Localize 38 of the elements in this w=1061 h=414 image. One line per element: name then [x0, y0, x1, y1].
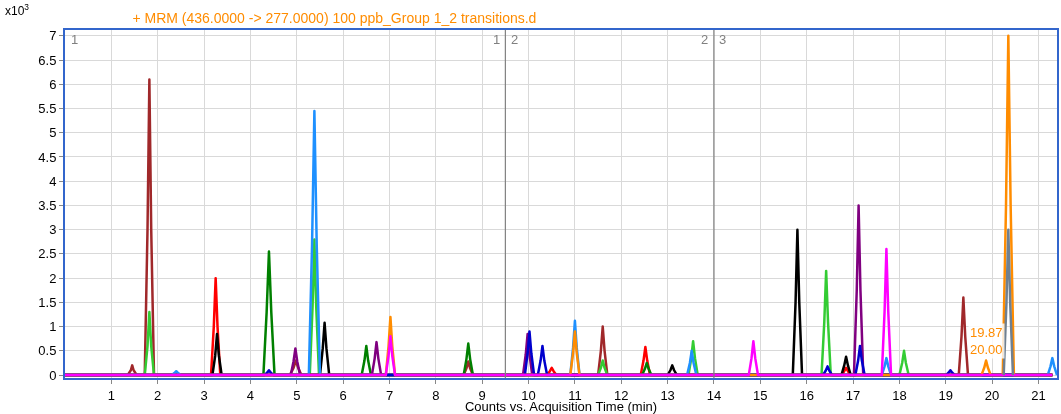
y-tick-label: 5.5 [38, 101, 57, 117]
x-tick-label: 3 [200, 387, 208, 403]
y-tick-label: 3.5 [38, 198, 57, 213]
y-tick-label: 3 [49, 222, 57, 238]
y-tick-label: 0 [49, 367, 57, 383]
annotation: 1 2 [493, 32, 519, 47]
x-tick-label: 1 [107, 387, 115, 403]
x-tick-label: 21 [1031, 387, 1046, 403]
y-tick-label: 6.5 [38, 52, 57, 68]
x-tick-label: 6 [339, 387, 347, 403]
y-axis-title: x10$^{3}$ [5, 2, 30, 19]
y-tick-label: 1.5 [38, 294, 57, 310]
x-tick-label: 15 [753, 387, 768, 403]
x-tick-label: 14 [706, 387, 722, 403]
x-tick-label: 19 [938, 387, 953, 403]
y-tick-label: 7 [49, 28, 57, 44]
y-tick-label: 0.5 [38, 343, 57, 359]
annotation: 2 3 [701, 32, 727, 47]
x-tick-label: 13 [660, 387, 675, 403]
x-tick-label: 2 [154, 387, 162, 403]
x-tick-label: 17 [845, 387, 861, 403]
y-tick-label: 4.5 [38, 149, 57, 165]
x-tick-label: 20 [984, 387, 1000, 403]
y-tick-label: 5 [49, 125, 57, 141]
x-tick-label: 16 [799, 387, 814, 403]
y-tick-label: 2.5 [38, 246, 57, 262]
x-tick-label: 18 [892, 387, 907, 403]
y-tick-label: 1 [49, 319, 57, 335]
annotation: 1 [71, 32, 79, 47]
y-tick-label: 4 [49, 173, 57, 189]
annotation: 19.87 20.00 [970, 325, 1003, 357]
chart-title: + MRM (436.0000 -> 277.0000) 100 ppb_Group 1_2 transitions.d [132, 9, 537, 26]
y-tick-label: 6 [49, 76, 57, 92]
x-tick-label: 7 [385, 387, 394, 403]
y-tick-label: 2 [49, 270, 57, 286]
x-tick-label: 8 [432, 387, 440, 403]
x-tick-label: 4 [246, 387, 255, 403]
x-tick-label: 5 [293, 387, 301, 403]
